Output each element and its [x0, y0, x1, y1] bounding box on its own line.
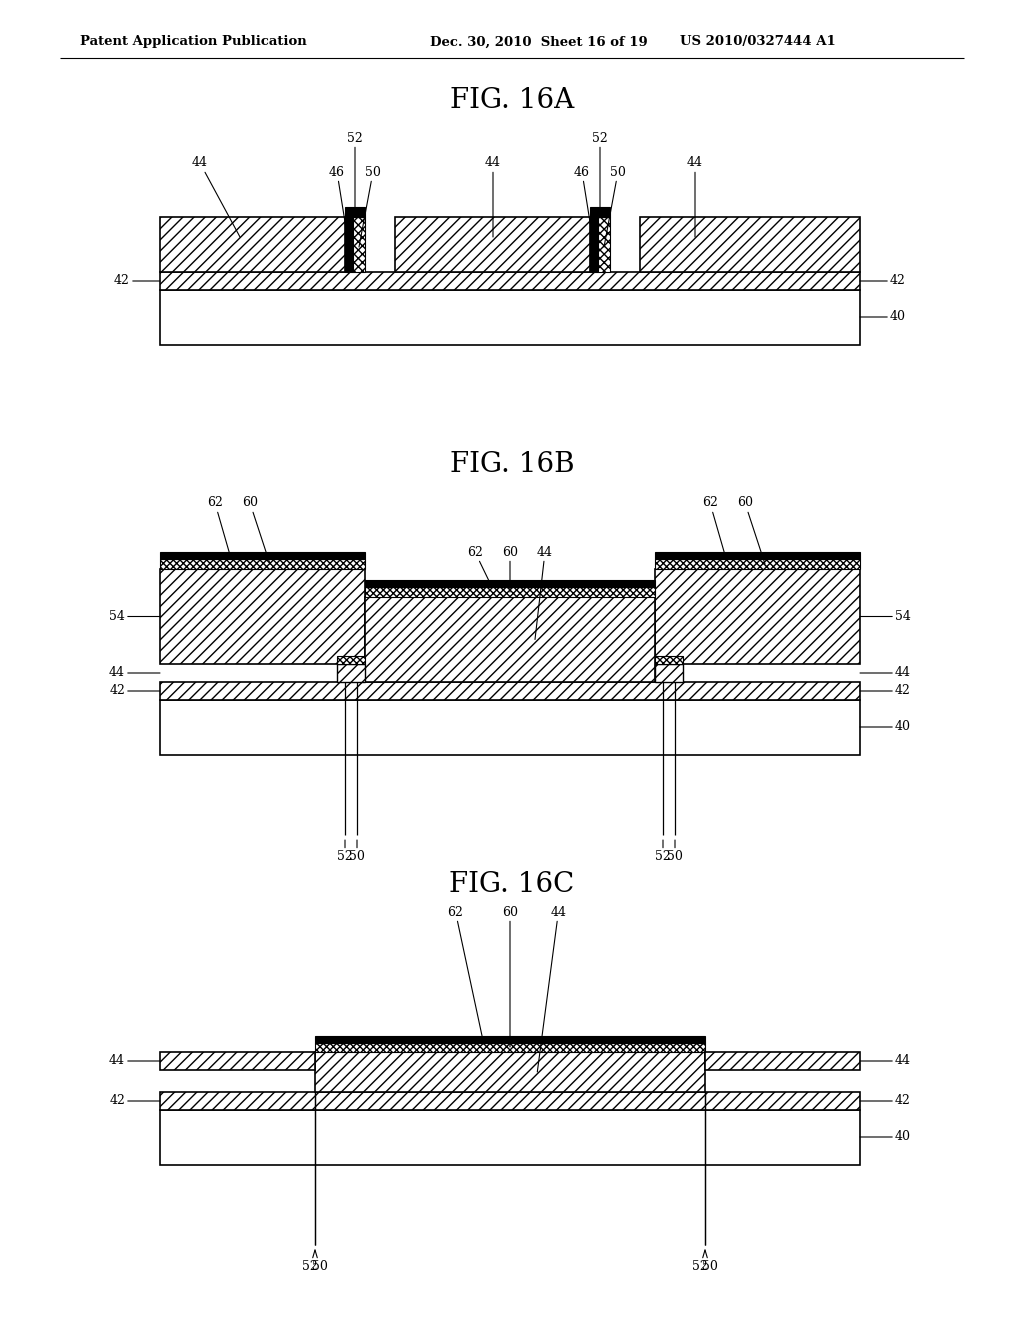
- Bar: [315, 1052, 705, 1092]
- Text: 60: 60: [242, 496, 270, 564]
- Bar: [655, 664, 683, 682]
- Text: 44: 44: [860, 1055, 911, 1068]
- Bar: [655, 569, 860, 664]
- Text: 42: 42: [114, 275, 160, 288]
- Bar: [345, 216, 353, 272]
- Bar: [160, 216, 345, 272]
- Text: 42: 42: [860, 685, 911, 697]
- Text: 44: 44: [109, 667, 160, 680]
- Text: 62: 62: [702, 496, 725, 554]
- Text: 42: 42: [860, 275, 906, 288]
- Bar: [160, 272, 860, 290]
- Text: 44: 44: [860, 667, 911, 680]
- Bar: [160, 1110, 860, 1166]
- Bar: [160, 290, 860, 345]
- Text: 52: 52: [347, 132, 362, 207]
- Text: 46: 46: [329, 165, 349, 247]
- Text: 60: 60: [737, 496, 765, 564]
- Bar: [365, 597, 655, 682]
- Text: FIG. 16B: FIG. 16B: [450, 451, 574, 479]
- Text: 44: 44: [109, 1055, 160, 1068]
- Text: FIG. 16A: FIG. 16A: [450, 87, 574, 114]
- Text: 54: 54: [110, 610, 160, 623]
- Bar: [353, 216, 365, 272]
- Text: 50: 50: [667, 840, 683, 863]
- Text: 44: 44: [485, 157, 501, 238]
- Text: 52: 52: [302, 1250, 317, 1274]
- Text: 44: 44: [535, 545, 553, 639]
- Text: 42: 42: [110, 685, 160, 697]
- Bar: [705, 1052, 860, 1071]
- Bar: [160, 558, 365, 569]
- Bar: [160, 682, 860, 700]
- Text: 52: 52: [655, 840, 671, 863]
- Bar: [590, 207, 610, 216]
- Text: Patent Application Publication: Patent Application Publication: [80, 36, 307, 49]
- Bar: [160, 700, 860, 755]
- Text: 44: 44: [687, 157, 703, 238]
- Bar: [640, 216, 860, 272]
- Text: 42: 42: [110, 1094, 160, 1107]
- Text: 52: 52: [592, 132, 608, 207]
- Text: 50: 50: [702, 1250, 718, 1274]
- Bar: [160, 1092, 860, 1110]
- Text: 50: 50: [604, 165, 626, 247]
- Bar: [345, 207, 365, 216]
- Text: 40: 40: [860, 310, 906, 323]
- Text: FIG. 16C: FIG. 16C: [450, 871, 574, 899]
- Bar: [598, 216, 610, 272]
- Bar: [365, 587, 655, 597]
- Bar: [160, 1052, 315, 1071]
- Bar: [315, 1036, 705, 1043]
- Bar: [160, 569, 365, 664]
- Bar: [160, 552, 365, 558]
- Text: 50: 50: [349, 840, 365, 863]
- Text: 40: 40: [860, 1130, 911, 1143]
- Text: 46: 46: [574, 165, 594, 247]
- Bar: [655, 552, 860, 558]
- Text: 50: 50: [359, 165, 381, 247]
- Text: 62: 62: [447, 906, 482, 1039]
- Text: 60: 60: [502, 545, 518, 591]
- Text: 44: 44: [193, 157, 240, 238]
- Text: 62: 62: [467, 545, 490, 583]
- Text: Dec. 30, 2010  Sheet 16 of 19: Dec. 30, 2010 Sheet 16 of 19: [430, 36, 648, 49]
- Text: 40: 40: [860, 721, 911, 734]
- Bar: [315, 1043, 705, 1052]
- Text: 50: 50: [312, 1250, 328, 1274]
- Text: 60: 60: [502, 906, 518, 1047]
- Bar: [337, 664, 365, 682]
- Text: 52: 52: [692, 1250, 708, 1274]
- Text: 52: 52: [337, 840, 353, 863]
- Bar: [655, 558, 860, 569]
- Bar: [395, 216, 590, 272]
- Bar: [365, 579, 655, 587]
- Bar: [337, 656, 365, 664]
- Text: 62: 62: [207, 496, 230, 554]
- Text: US 2010/0327444 A1: US 2010/0327444 A1: [680, 36, 836, 49]
- Bar: [590, 216, 598, 272]
- Bar: [655, 656, 683, 664]
- Text: 42: 42: [860, 1094, 911, 1107]
- Text: 44: 44: [538, 906, 566, 1072]
- Text: 54: 54: [860, 610, 911, 623]
